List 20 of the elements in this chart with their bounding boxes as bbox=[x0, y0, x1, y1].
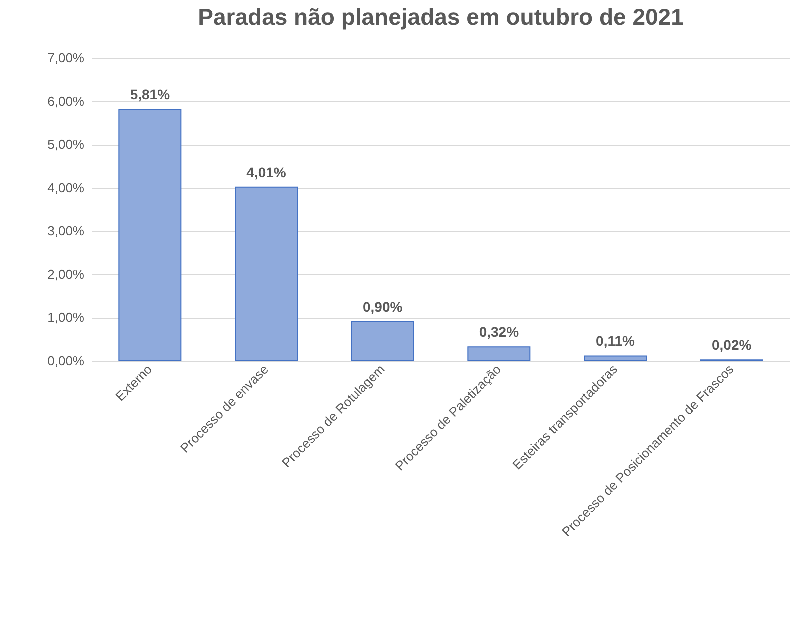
bar bbox=[235, 186, 298, 362]
data-label: 0,32% bbox=[479, 324, 520, 340]
data-label: 0,02% bbox=[712, 337, 752, 354]
data-label: 4,01% bbox=[246, 164, 287, 180]
y-tick-label: 3,00% bbox=[48, 224, 85, 239]
y-tick-label: 2,00% bbox=[48, 266, 85, 282]
data-label: 0,90% bbox=[362, 299, 404, 316]
y-tick-label: 7,00% bbox=[48, 50, 85, 66]
y-tick-label: 5,00% bbox=[48, 137, 85, 152]
bar bbox=[118, 109, 182, 362]
y-tick-label: 0,00% bbox=[48, 354, 85, 368]
data-label: 5,81% bbox=[130, 86, 171, 103]
chart-title: Paradas não planejadas em outubro de 2021 bbox=[198, 4, 684, 30]
bar bbox=[584, 356, 647, 362]
y-tick-label: 1,00% bbox=[48, 310, 85, 326]
y-tick-label: 6,00% bbox=[48, 94, 85, 109]
data-label: 0,11% bbox=[596, 333, 636, 350]
bar bbox=[468, 346, 531, 362]
bar bbox=[351, 322, 414, 362]
y-tick-label: 4,00% bbox=[48, 180, 85, 196]
